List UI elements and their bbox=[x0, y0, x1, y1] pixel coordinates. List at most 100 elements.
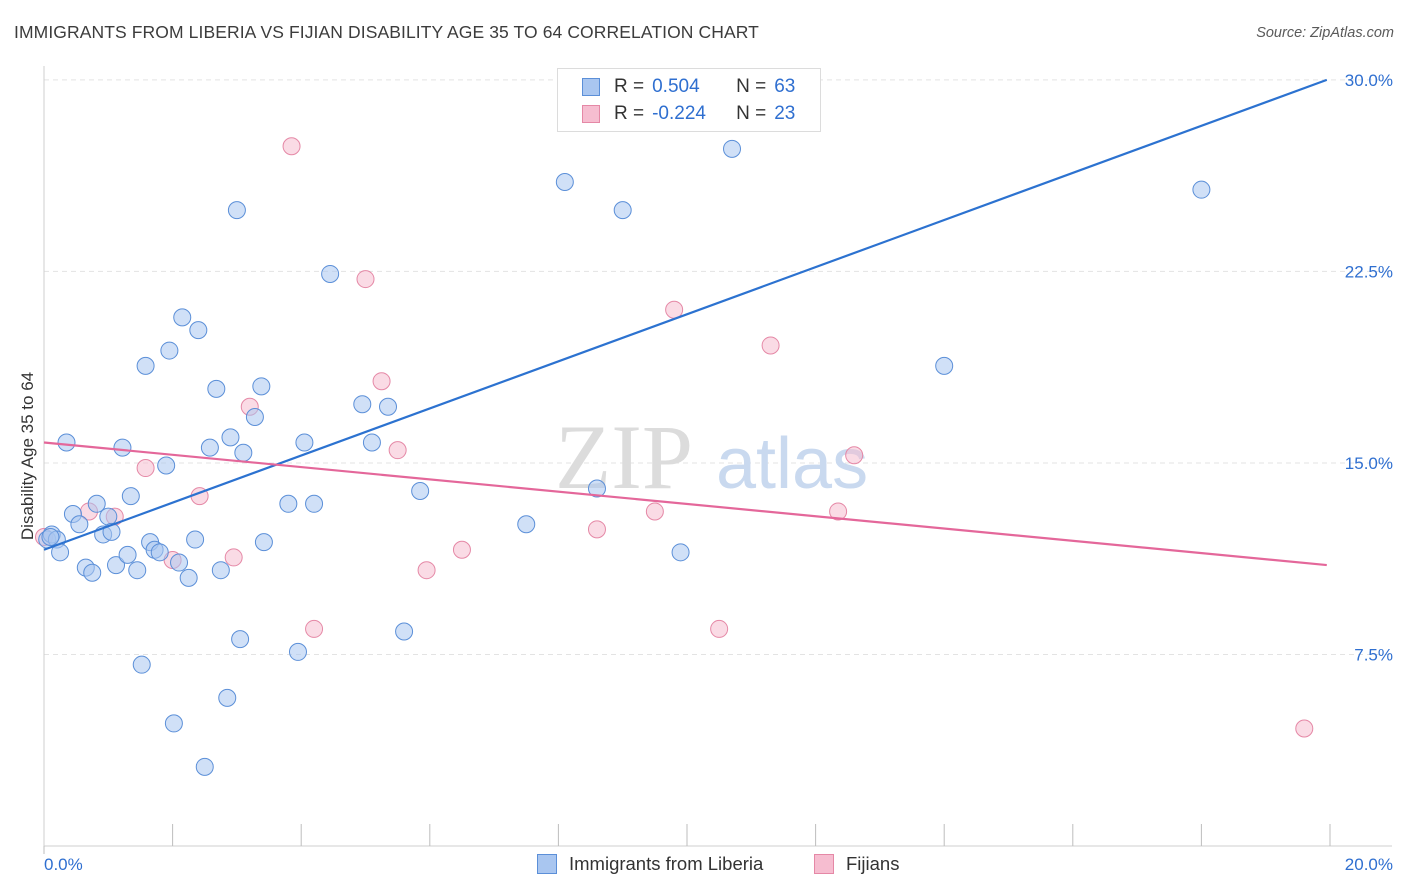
liberia-swatch bbox=[537, 854, 557, 874]
x-tick-label: 20.0% bbox=[1345, 855, 1393, 874]
x-tick-label: 0.0% bbox=[44, 855, 83, 874]
fijians-point bbox=[282, 137, 301, 156]
legend-label-fijians: Fijians bbox=[846, 853, 900, 874]
fijians-point bbox=[829, 502, 848, 521]
r-label: R = bbox=[614, 103, 645, 124]
fijians-point bbox=[136, 459, 155, 478]
liberia-point bbox=[87, 494, 106, 513]
legend-item-liberia: Immigrants from Liberia bbox=[537, 852, 763, 876]
y-tick-label: 22.5% bbox=[1345, 262, 1393, 281]
fijians-point bbox=[645, 502, 664, 521]
liberia-point bbox=[555, 173, 574, 192]
tick-labels: 7.5% 15.0% 22.5% 30.0% 0.0% 20.0% bbox=[44, 71, 1393, 874]
liberia-point bbox=[295, 433, 314, 452]
liberia-point bbox=[218, 688, 237, 707]
liberia-point bbox=[395, 622, 414, 641]
fijians-point bbox=[761, 336, 780, 355]
liberia-point bbox=[935, 356, 954, 375]
r-label: R = bbox=[614, 76, 645, 97]
liberia-point bbox=[723, 139, 742, 158]
chart-title: IMMIGRANTS FROM LIBERIA VS FIJIAN DISABI… bbox=[14, 22, 759, 42]
fijians-point bbox=[710, 619, 729, 638]
fijians-point bbox=[417, 561, 436, 580]
n-label: N = bbox=[736, 76, 767, 97]
liberia-point bbox=[136, 356, 155, 375]
fijians-trend-line bbox=[43, 441, 1327, 567]
liberia-point bbox=[245, 407, 264, 426]
n-value: 63 bbox=[774, 76, 796, 97]
liberia-point bbox=[57, 433, 76, 452]
liberia-point bbox=[41, 527, 60, 546]
r-value: -0.224 bbox=[652, 103, 706, 124]
liberia-point bbox=[150, 543, 169, 562]
liberia-point bbox=[200, 438, 219, 457]
watermark: ZIP atlas bbox=[555, 406, 868, 508]
n-label: N = bbox=[736, 103, 767, 124]
fijians-point bbox=[388, 441, 407, 460]
fijians-point bbox=[372, 372, 391, 391]
liberia-point bbox=[671, 543, 690, 562]
correlation-legend: R = 0.504 N = 63 R = -0.224 N = 23 bbox=[557, 68, 821, 132]
liberia-point bbox=[254, 533, 273, 552]
liberia-point bbox=[157, 456, 176, 475]
liberia-point bbox=[517, 515, 536, 534]
y-axis-label: Disability Age 35 to 64 bbox=[18, 372, 37, 540]
source-label: Source: ZipAtlas.com bbox=[1256, 25, 1394, 41]
liberia-point bbox=[160, 341, 179, 360]
liberia-point bbox=[288, 642, 307, 661]
liberia-point bbox=[279, 494, 298, 513]
n-value: 23 bbox=[774, 103, 796, 124]
y-tick-label: 15.0% bbox=[1345, 454, 1393, 473]
fijians-point bbox=[356, 270, 375, 289]
fijians-point bbox=[845, 446, 864, 465]
legend-label-liberia: Immigrants from Liberia bbox=[569, 853, 764, 874]
fijians-point bbox=[452, 540, 471, 559]
fijians-point bbox=[224, 548, 243, 567]
liberia-point bbox=[353, 395, 372, 414]
liberia-point bbox=[587, 479, 606, 498]
liberia-point bbox=[107, 556, 126, 575]
liberia-point bbox=[70, 515, 89, 534]
trend-lines bbox=[43, 78, 1328, 567]
liberia-point bbox=[207, 379, 226, 398]
liberia-point bbox=[83, 563, 102, 582]
liberia-point bbox=[321, 264, 340, 283]
watermark-atlas: atlas bbox=[716, 424, 868, 504]
y-tick-label: 7.5% bbox=[1354, 645, 1393, 664]
liberia-point bbox=[118, 545, 137, 564]
legend-item-fijians: Fijians bbox=[814, 852, 899, 876]
fijians-point bbox=[305, 619, 324, 638]
liberia-point bbox=[186, 530, 205, 549]
liberia-point bbox=[305, 494, 324, 513]
liberia-point bbox=[99, 507, 118, 526]
axes bbox=[43, 66, 1392, 854]
liberia-point bbox=[164, 714, 183, 733]
liberia-point bbox=[179, 568, 198, 587]
liberia-point bbox=[211, 561, 230, 580]
liberia-point bbox=[113, 438, 132, 457]
liberia-point bbox=[121, 487, 140, 506]
fijians-swatch bbox=[582, 105, 600, 123]
liberia-point bbox=[221, 428, 240, 447]
liberia-point bbox=[379, 397, 398, 416]
liberia-point bbox=[234, 443, 253, 462]
liberia-point bbox=[411, 482, 430, 501]
watermark-zip: ZIP bbox=[555, 406, 693, 508]
fijians-swatch bbox=[814, 854, 834, 874]
liberia-point bbox=[195, 757, 214, 776]
liberia-point bbox=[252, 377, 271, 396]
liberia-swatch bbox=[582, 78, 600, 96]
liberia-point bbox=[231, 630, 250, 649]
liberia-point bbox=[128, 561, 147, 580]
grid-lines bbox=[44, 79, 1392, 655]
fijians-point bbox=[1295, 719, 1314, 738]
liberia-point bbox=[1192, 180, 1211, 199]
liberia-point bbox=[227, 201, 246, 220]
legend-row-fijians: R = -0.224 N = 23 bbox=[582, 102, 795, 126]
liberia-point bbox=[170, 553, 189, 572]
liberia-point bbox=[189, 321, 208, 340]
y-tick-label: 30.0% bbox=[1345, 71, 1393, 90]
liberia-point bbox=[362, 433, 381, 452]
fijians-point bbox=[587, 520, 606, 539]
